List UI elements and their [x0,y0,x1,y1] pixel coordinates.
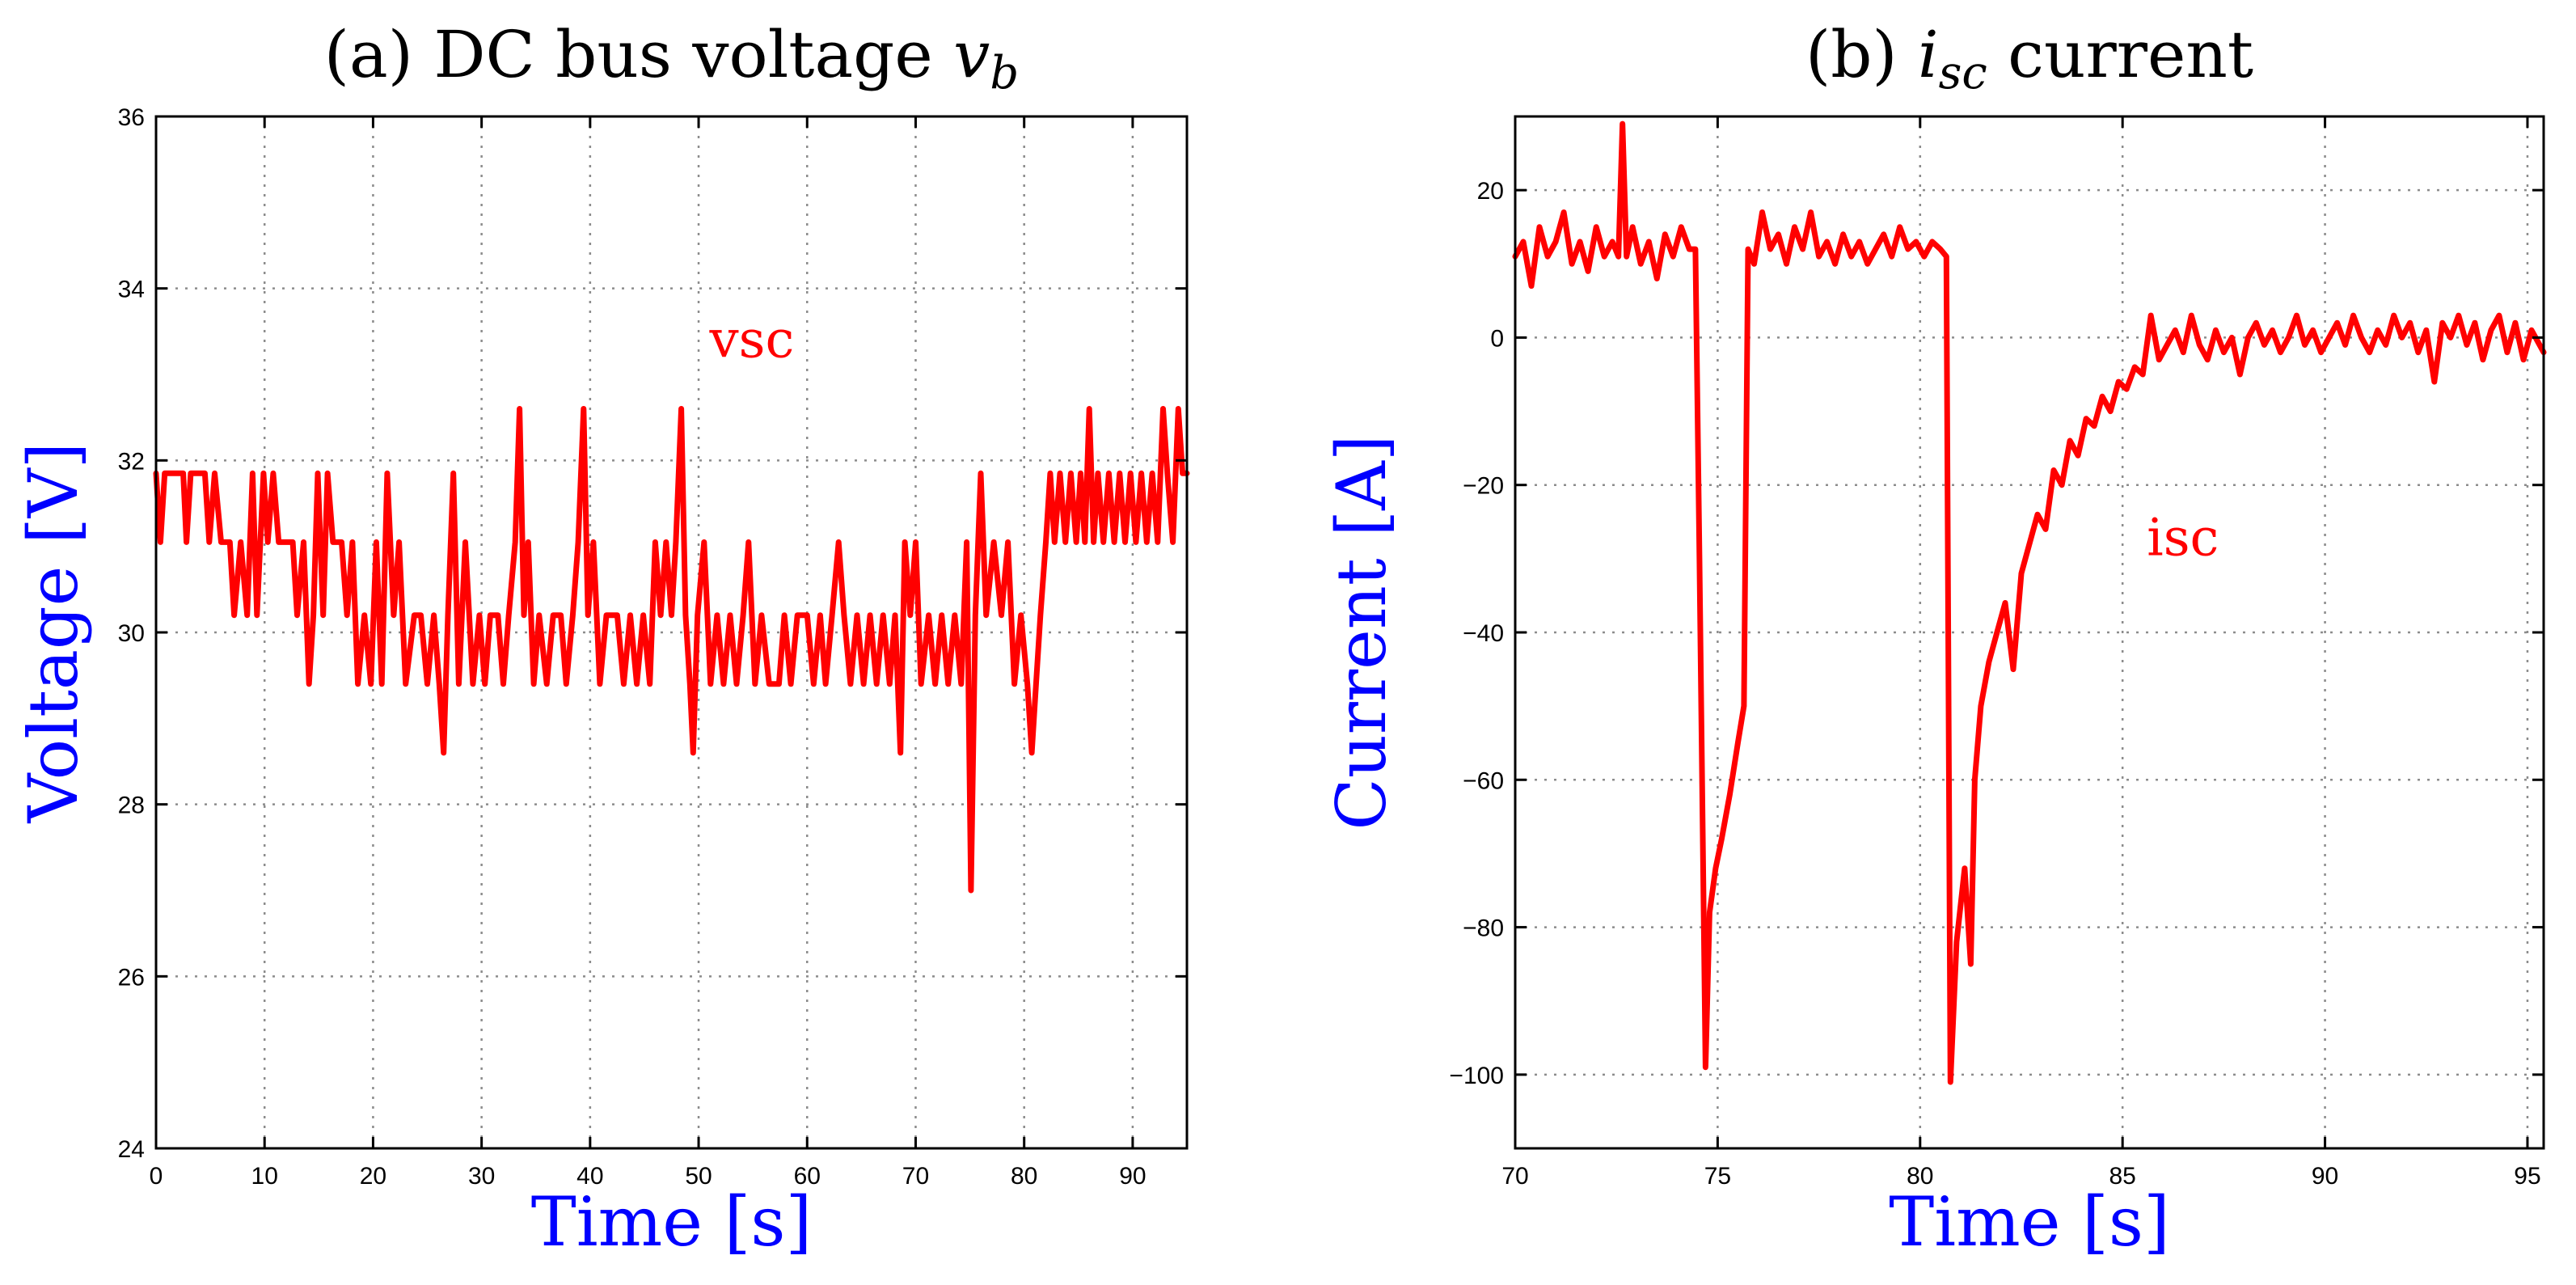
c1-title-prefix: (b) [1805,17,1918,92]
current-chart: 70 75 80 85 90 95 −100 −80 −60 −40 −20 0 20 (b) isc c… [1322,17,2547,1262]
c1-x-tick-label: 80 [1907,1163,1933,1190]
c1-y-axis-label: Current [A] [1322,434,1401,830]
c1-series-isc [1512,120,2547,1085]
c0-x-tick-label: 80 [1011,1163,1037,1190]
c0-x-tick-label: 70 [902,1163,929,1190]
c0-series-vsc [153,406,1190,894]
c0-y-tick-label: 34 [118,277,145,303]
c0-x-tick-label: 20 [360,1163,386,1190]
c0-y-tick-label: 28 [118,793,145,819]
c0-title-variable: v [953,17,990,92]
c0-series-annotation: vsc [708,311,794,370]
c0-y-axis-label: Voltage [V] [14,442,93,824]
c0-title-prefix: (a) DC bus voltage [324,17,953,92]
c0-y-tick-label: 26 [118,964,145,991]
c1-y-tick-label: −80 [1463,915,1504,942]
c1-y-tick-label: −60 [1463,767,1504,794]
c1-chart-title: (b) isc current [1805,17,2253,99]
c0-x-tick-label: 30 [468,1163,495,1190]
c1-x-tick-label: 90 [2312,1163,2338,1190]
c1-y-tick-label: −40 [1463,620,1504,647]
c0-y-tick-label: 32 [118,448,145,475]
c0-title-subscript: b [990,47,1019,99]
c1-x-tick-label: 85 [2109,1163,2135,1190]
c0-x-tick-label: 60 [794,1163,821,1190]
c0-x-tick-label: 0 [150,1163,163,1190]
c0-x-axis-label: Time [s] [531,1182,813,1262]
c0-y-tick-label: 30 [118,620,145,647]
c1-y-tick-label: 0 [1490,325,1504,352]
c0-x-tick-label: 10 [251,1163,278,1190]
c0-x-tick-label: 90 [1119,1163,1146,1190]
c0-y-tick-label: 36 [118,104,145,131]
voltage-chart: 0 10 20 30 40 50 60 70 80 90 24 26 28 30 32 34 36 (a) DC … [14,17,1190,1262]
c1-y-tick-label: 20 [1477,178,1504,205]
c1-x-tick-label: 70 [1501,1163,1528,1190]
c1-series-annotation: isc [2147,508,2219,568]
c1-x-tick-label: 75 [1704,1163,1731,1190]
c0-y-tick-label: 24 [118,1136,145,1163]
c0-x-tick-label: 50 [685,1163,712,1190]
c1-x-tick-label: 95 [2514,1163,2540,1190]
c1-title-subscript: sc [1939,47,1987,99]
c1-title-variable: i [1918,17,1939,92]
c1-x-axis-label: Time [s] [1889,1182,2170,1262]
c1-title-suffix: current [1987,17,2253,92]
c0-chart-title: (a) DC bus voltage vb [324,17,1019,99]
c1-y-tick-label: −20 [1463,473,1504,500]
c0-x-tick-label: 40 [576,1163,603,1190]
c1-y-tick-label: −100 [1449,1063,1504,1089]
